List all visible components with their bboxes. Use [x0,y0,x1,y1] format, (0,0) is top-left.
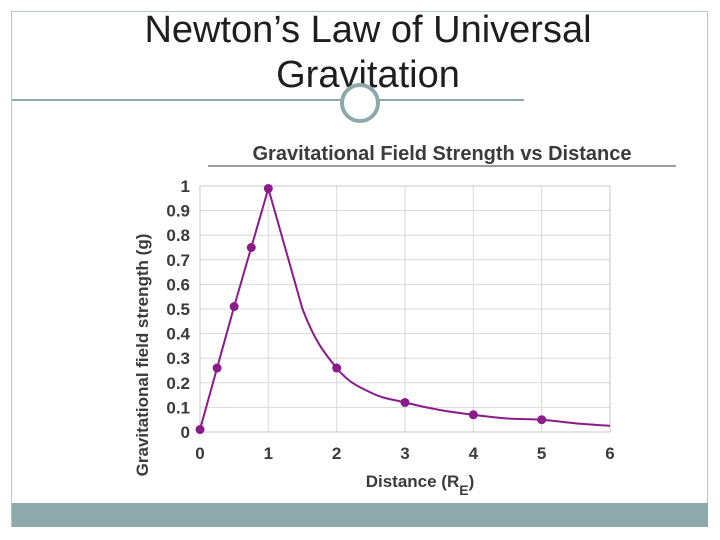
title-divider [12,99,524,101]
y-tick-label: 0.4 [166,325,190,344]
y-tick-label: 0.3 [166,349,190,368]
y-tick-label: 0.8 [166,226,190,245]
x-tick-label: 1 [264,444,273,463]
data-point [195,425,205,435]
y-tick-label: 0 [181,423,190,442]
tick-labels: 0 1 2 3 4 5 6 0 0.1 0.2 0.3 0.4 0.5 0.6 0.7 0.8 0.9 1 [166,177,614,463]
data-point [537,415,547,425]
slide-title-line-1: Newton’s Law of Universal [144,9,592,51]
series-line-layer [199,184,611,430]
data-point [400,397,410,407]
footer-bar [12,503,708,527]
x-axis-label-subscript: E [459,482,468,498]
x-tick-label: 3 [400,444,409,463]
title-ring-ornament [340,83,380,123]
y-tick-label: 0.7 [166,251,190,270]
y-tick-label: 0.2 [166,374,190,393]
y-tick-label: 0.6 [166,275,190,294]
x-axis-label: Distance (RE) [366,472,475,498]
x-tick-label: 5 [537,444,546,463]
x-tick-label: 4 [469,444,479,463]
data-point [246,243,256,252]
x-axis-label-main: Distance (R [366,472,460,491]
x-tick-label: 6 [605,444,614,463]
series-line [199,184,611,430]
y-tick-label: 0.9 [166,202,190,221]
data-point-layer [195,183,547,435]
y-tick-label: 0.1 [166,398,190,417]
data-point [263,183,273,193]
grid [199,185,611,433]
data-point [468,410,478,420]
x-axis-label-close: ) [469,472,475,491]
chart-title: Gravitational Field Strength vs Distance [253,143,632,165]
y-tick-label: 1 [181,177,190,196]
data-point [212,363,222,373]
y-axis-label: Gravitational field strength (g) [133,234,152,477]
data-point [229,302,239,312]
x-tick-label: 2 [332,444,341,463]
gravitational-field-chart: 0 1 2 3 4 5 6 0 0.1 0.2 0.3 0.4 0.5 0.6 0.7 0.8 0.9 1 Gra… [133,143,676,498]
data-point [332,363,342,373]
x-tick-label: 0 [195,444,204,463]
plot-area-border [199,185,611,433]
y-tick-label: 0.5 [166,300,190,319]
